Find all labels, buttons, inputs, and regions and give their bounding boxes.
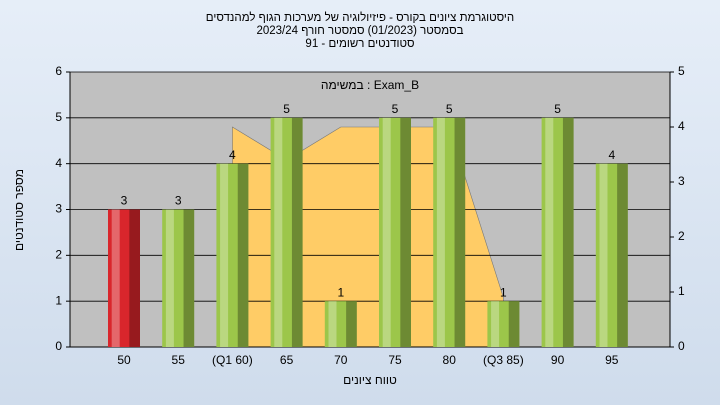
bar-shade xyxy=(617,163,628,347)
bar xyxy=(324,301,357,347)
bar-highlight xyxy=(165,209,174,347)
data-label: 5 xyxy=(446,102,453,116)
bar-shade xyxy=(400,117,411,347)
y-tick-label: 0 xyxy=(55,339,62,353)
y2-tick-label: 1 xyxy=(678,284,685,298)
bar xyxy=(487,301,520,347)
bar-highlight xyxy=(328,301,337,347)
bar xyxy=(541,117,574,347)
bar xyxy=(162,209,195,347)
bar xyxy=(595,163,628,347)
chart-subtitle: סטודנטים רשומים - 91 xyxy=(305,38,414,50)
bar-shade xyxy=(129,209,140,347)
bar-highlight xyxy=(491,301,500,347)
x-tick-label: 75 xyxy=(388,353,402,367)
y-axis-title: מספר סטודנטים xyxy=(12,169,26,251)
y-tick-label: 2 xyxy=(55,248,62,262)
data-label: 4 xyxy=(608,148,615,162)
x-tick-label: (Q3 85) xyxy=(483,353,524,367)
data-label: 3 xyxy=(175,194,182,208)
bar xyxy=(433,117,466,347)
bar-highlight xyxy=(545,117,554,347)
bar xyxy=(379,117,411,347)
y2-tick-label: 2 xyxy=(678,229,685,243)
annotation: במשימה : Exam_B xyxy=(321,78,419,92)
data-label: 5 xyxy=(554,102,561,116)
x-tick-label: 80 xyxy=(443,353,457,367)
bar xyxy=(108,209,140,347)
bar-highlight xyxy=(382,117,391,347)
data-label: 5 xyxy=(392,102,399,116)
y-tick-label: 3 xyxy=(55,202,62,216)
x-tick-label: 55 xyxy=(172,353,186,367)
bar-shade xyxy=(454,117,466,347)
bar-highlight xyxy=(220,163,229,347)
bar-shade xyxy=(183,209,195,347)
chart-title: היסטוגרמת ציונים בקורס - פיזיולוגיה של מ… xyxy=(206,11,514,24)
data-label: 3 xyxy=(121,194,128,208)
bar-shade xyxy=(346,301,357,347)
y2-tick-label: 5 xyxy=(678,64,685,78)
data-label: 5 xyxy=(283,102,290,116)
bar-highlight xyxy=(599,163,608,347)
bar-highlight xyxy=(274,117,283,347)
bar-shade xyxy=(508,301,520,347)
bar xyxy=(216,163,249,347)
y2-tick-label: 0 xyxy=(678,339,685,353)
chart-subtitle: בסמסטר (01/2023) סמסטר חורף 2023/24 xyxy=(256,25,463,37)
y-tick-label: 6 xyxy=(55,64,62,78)
bar xyxy=(270,117,303,347)
y-tick-label: 1 xyxy=(55,293,62,307)
data-label: 1 xyxy=(337,285,344,299)
y2-tick-label: 4 xyxy=(678,119,685,133)
data-label: 4 xyxy=(229,148,236,162)
y-tick-label: 4 xyxy=(55,156,62,170)
x-tick-label: 90 xyxy=(551,353,565,367)
bar-shade xyxy=(291,117,303,347)
x-tick-label: 50 xyxy=(117,353,131,367)
bar-highlight xyxy=(111,209,120,347)
bar-highlight xyxy=(436,117,445,347)
bar-shade xyxy=(237,163,249,347)
y-tick-label: 5 xyxy=(55,110,62,124)
x-tick-label: (Q1 60) xyxy=(212,353,253,367)
x-axis-title: טווח ציונים xyxy=(343,373,397,387)
x-tick-label: 70 xyxy=(334,353,348,367)
bar-shade xyxy=(562,117,574,347)
x-tick-label: 65 xyxy=(280,353,294,367)
x-tick-label: 95 xyxy=(605,353,619,367)
data-label: 1 xyxy=(500,285,507,299)
y2-tick-label: 3 xyxy=(678,174,685,188)
